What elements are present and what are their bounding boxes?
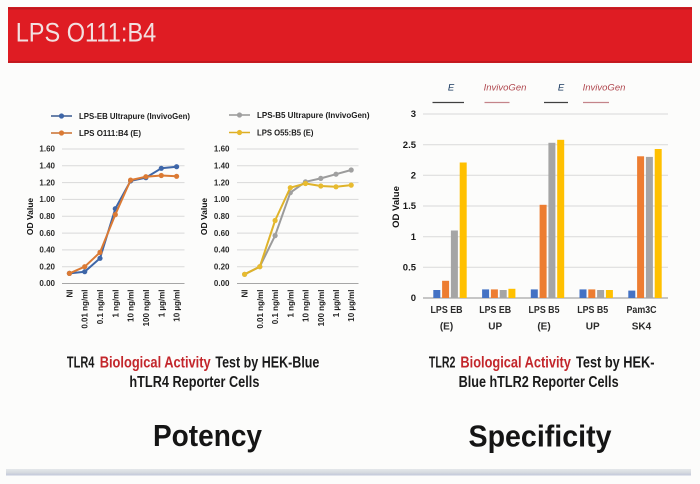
svg-text:1 ng/ml: 1 ng/ml — [286, 290, 295, 318]
svg-text:1 µg/ml: 1 µg/ml — [157, 290, 166, 318]
svg-text:Biological Activity: Biological Activity — [100, 354, 211, 371]
svg-text:InvivoGen: InvivoGen — [583, 83, 626, 94]
svg-text:Specificity: Specificity — [469, 419, 613, 454]
svg-text:100 ng/ml: 100 ng/ml — [317, 290, 326, 327]
svg-text:LPS-B5 Ultrapure (InvivoGen): LPS-B5 Ultrapure (InvivoGen) — [257, 111, 370, 120]
svg-text:OD Value: OD Value — [25, 198, 35, 236]
svg-text:OD Value: OD Value — [199, 198, 209, 236]
svg-text:0.01 ng/ml: 0.01 ng/ml — [256, 290, 265, 329]
svg-text:0.00: 0.00 — [214, 279, 230, 288]
svg-text:UP: UP — [488, 322, 502, 333]
svg-text:TLR4: TLR4 — [67, 354, 95, 371]
svg-text:0.80: 0.80 — [214, 212, 230, 221]
svg-text:Test by HEK-: Test by HEK- — [576, 354, 655, 371]
svg-text:100 ng/ml: 100 ng/ml — [142, 290, 151, 327]
svg-text:1 µg/ml: 1 µg/ml — [332, 290, 341, 318]
svg-text:1.40: 1.40 — [214, 162, 230, 171]
svg-text:0.20: 0.20 — [39, 262, 55, 271]
svg-text:3: 3 — [411, 109, 416, 120]
svg-text:OD Value: OD Value — [391, 186, 402, 228]
svg-text:0.40: 0.40 — [39, 246, 55, 255]
svg-text:0: 0 — [411, 293, 416, 304]
svg-text:LPS-EB Ultrapure (InvivoGen): LPS-EB Ultrapure (InvivoGen) — [79, 112, 190, 121]
svg-text:10 ng/ml: 10 ng/ml — [127, 290, 136, 322]
svg-text:2.5: 2.5 — [403, 140, 417, 151]
svg-text:Blue hTLR2 Reporter Cells: Blue hTLR2 Reporter Cells — [459, 374, 619, 391]
svg-text:LPS B5: LPS B5 — [577, 305, 608, 316]
svg-text:0.5: 0.5 — [403, 263, 417, 274]
svg-text:0.01 ng/ml: 0.01 ng/ml — [81, 290, 90, 329]
svg-text:0.20: 0.20 — [214, 262, 230, 271]
svg-text:E: E — [448, 83, 455, 94]
svg-text:E: E — [558, 83, 565, 94]
svg-text:1.20: 1.20 — [39, 178, 55, 187]
svg-text:0.1 ng/ml: 0.1 ng/ml — [271, 290, 280, 325]
svg-text:1.00: 1.00 — [214, 195, 230, 204]
svg-text:0.40: 0.40 — [214, 246, 230, 255]
svg-text:0.60: 0.60 — [214, 229, 230, 238]
svg-text:1.40: 1.40 — [39, 162, 55, 171]
svg-text:10 µg/ml: 10 µg/ml — [173, 290, 182, 322]
svg-text:0.80: 0.80 — [39, 212, 55, 221]
svg-text:LPS EB: LPS EB — [431, 305, 463, 316]
svg-text:hTLR4 Reporter Cells: hTLR4 Reporter Cells — [129, 374, 259, 391]
svg-text:LPS EB: LPS EB — [479, 305, 511, 316]
svg-text:(E): (E) — [537, 322, 550, 333]
svg-text:LPS O111:B4: LPS O111:B4 — [16, 17, 157, 47]
svg-text:(E): (E) — [440, 322, 453, 333]
svg-text:Pam3C: Pam3C — [627, 305, 657, 316]
svg-text:2: 2 — [411, 171, 416, 182]
svg-text:1 ng/ml: 1 ng/ml — [111, 290, 120, 318]
svg-text:Potency: Potency — [153, 418, 263, 453]
svg-text:1.5: 1.5 — [403, 201, 417, 212]
svg-text:10 µg/ml: 10 µg/ml — [347, 290, 356, 322]
svg-text:10 ng/ml: 10 ng/ml — [302, 290, 311, 322]
svg-text:LPS O55:B5 (E): LPS O55:B5 (E) — [257, 128, 314, 137]
svg-text:Test by HEK-Blue: Test by HEK-Blue — [215, 354, 319, 371]
svg-text:1.60: 1.60 — [214, 145, 230, 154]
svg-text:LPS B5: LPS B5 — [529, 305, 560, 316]
svg-text:NI: NI — [65, 290, 74, 298]
svg-text:Biological Activity: Biological Activity — [460, 354, 571, 371]
svg-text:1.60: 1.60 — [39, 145, 55, 154]
svg-text:LPS O111:B4 (E): LPS O111:B4 (E) — [79, 129, 141, 138]
svg-text:0.60: 0.60 — [39, 229, 55, 238]
svg-text:0.1 ng/ml: 0.1 ng/ml — [96, 290, 105, 325]
svg-text:1.00: 1.00 — [39, 195, 55, 204]
svg-text:TLR2: TLR2 — [429, 354, 456, 371]
svg-text:1: 1 — [411, 232, 417, 243]
svg-text:NI: NI — [241, 290, 250, 298]
svg-text:SK4: SK4 — [632, 322, 652, 333]
svg-text:0.00: 0.00 — [39, 279, 55, 288]
svg-text:UP: UP — [586, 322, 600, 333]
svg-text:1.20: 1.20 — [214, 178, 230, 187]
svg-text:InvivoGen: InvivoGen — [484, 83, 527, 94]
